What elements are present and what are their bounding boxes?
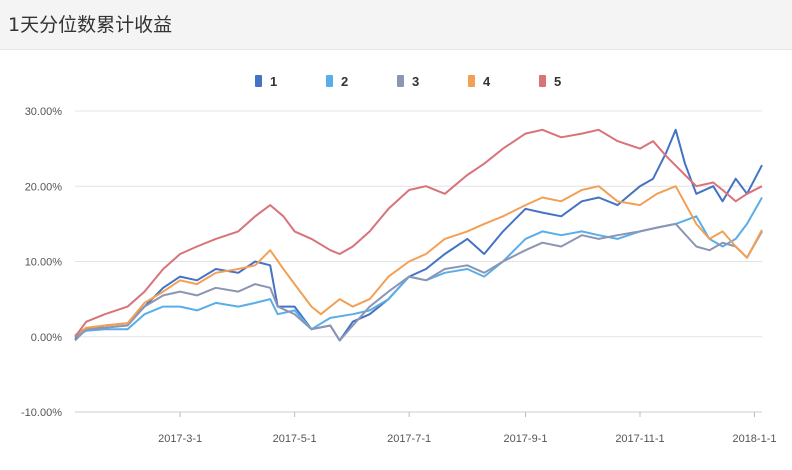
cumulative-return-chart: -10.00%0.00%10.00%20.00%30.00% 2017-3-1 2… <box>21 74 777 445</box>
x-tick-label: 2018-1-1 <box>732 433 776 445</box>
series-line-5 <box>74 128 763 338</box>
series-line-1 <box>74 128 763 342</box>
legend-swatch-4 <box>468 75 475 87</box>
legend-label-1: 1 <box>270 74 277 89</box>
x-tick-label: 2017-3-1 <box>158 433 202 445</box>
legend-swatch-1 <box>255 75 262 87</box>
legend-label-5: 5 <box>554 74 561 89</box>
y-tick-label: 20.00% <box>25 181 63 193</box>
x-tick-label: 2017-9-1 <box>503 433 547 445</box>
legend-label-4: 4 <box>483 74 491 89</box>
legend-label-3: 3 <box>412 74 419 89</box>
legend-swatch-5 <box>539 75 546 87</box>
y-tick-label: -10.00% <box>21 407 62 419</box>
legend-swatch-2 <box>326 75 333 87</box>
legend-swatch-3 <box>397 75 404 87</box>
series-line-4 <box>74 185 763 337</box>
x-axis: 2017-3-1 2017-5-1 2017-7-1 2017-9-1 2017-11-… <box>75 411 777 445</box>
legend: 1 2 3 4 5 <box>255 74 561 89</box>
chart-header: 1天分位数累计收益 <box>0 0 792 50</box>
y-axis: -10.00% 0.00% 10.00% 20.00% 30.00% <box>21 106 62 419</box>
series-lines <box>74 128 763 342</box>
legend-label-2: 2 <box>341 74 348 89</box>
y-tick-label: 10.00% <box>25 257 63 269</box>
grid-lines <box>75 110 762 413</box>
page-title: 1天分位数累计收益 <box>8 14 173 36</box>
x-tick-label: 2017-11-1 <box>615 433 664 445</box>
y-tick-label: 30.00% <box>25 106 63 118</box>
series-line-3 <box>74 222 763 342</box>
series-line-2 <box>74 197 763 338</box>
x-tick-label: 2017-5-1 <box>273 433 317 445</box>
y-tick-label: 0.00% <box>31 332 62 344</box>
x-tick-label: 2017-7-1 <box>387 433 431 445</box>
